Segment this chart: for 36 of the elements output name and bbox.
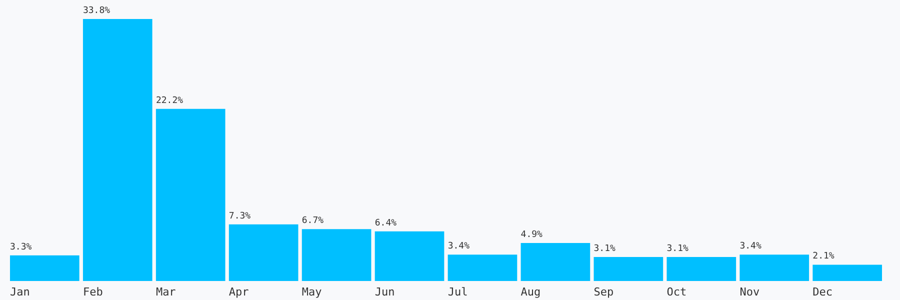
bar (666, 256, 736, 281)
bar (448, 254, 518, 281)
x-tick-label: Oct (666, 286, 687, 298)
x-tick-label: Dec (812, 286, 833, 298)
data-label: 6.7% (302, 216, 324, 226)
bar (228, 224, 298, 281)
data-label: 3.1% (666, 244, 689, 254)
x-tick-label: Jan (10, 286, 30, 298)
bar (10, 255, 80, 281)
x-tick-label: Jun (374, 286, 395, 298)
bar (374, 231, 444, 281)
bar (740, 254, 810, 281)
data-label: 3.3% (10, 242, 32, 252)
bar (812, 264, 882, 281)
data-label: 7.3% (228, 211, 252, 222)
data-label: 4.9% (520, 230, 544, 240)
bar (302, 229, 372, 281)
bar (520, 243, 590, 281)
data-label: 22.2% (156, 96, 184, 106)
data-label: 3.1% (594, 244, 616, 254)
data-label: 6.4% (374, 218, 398, 228)
x-tick-label: Nov (740, 286, 760, 298)
data-label: 3.4% (740, 242, 762, 252)
bar (594, 256, 664, 281)
data-label: 2.1% (812, 252, 835, 262)
x-tick-label: Aug (520, 286, 541, 298)
x-tick-label: Apr (228, 286, 250, 298)
data-label: 33.8% (82, 6, 111, 16)
bar (82, 19, 152, 281)
x-tick-label: Jul (448, 286, 468, 298)
bar (156, 108, 226, 281)
data-label: 3.4% (448, 242, 470, 252)
x-tick-label: Mar (156, 286, 176, 298)
x-tick-label: Sep (594, 286, 614, 298)
x-tick-label: May (302, 286, 322, 298)
x-tick-label: Feb (82, 286, 103, 298)
